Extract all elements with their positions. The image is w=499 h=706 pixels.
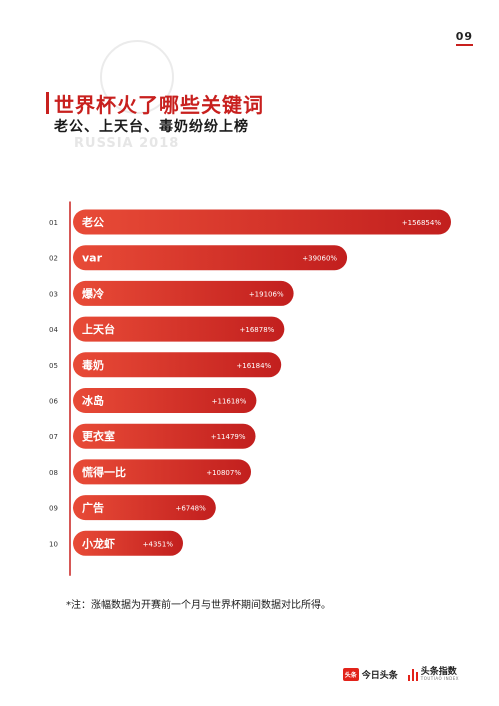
category-label: 广告: [82, 501, 104, 515]
value-label: +16878%: [240, 326, 275, 334]
footer-logos: 头条 今日头条 头条指数 TOUTIAO INDEX: [342, 667, 459, 681]
rank-label: 05: [49, 362, 58, 370]
rank-label: 09: [49, 505, 58, 513]
value-label: +4351%: [143, 540, 174, 548]
toutiao-logo-box: 头条: [342, 668, 359, 681]
watermark-text: RUSSIA 2018: [74, 136, 180, 151]
rank-label: 06: [49, 398, 58, 406]
bar: [73, 280, 294, 306]
toutiao-logo: 头条 今日头条: [342, 668, 398, 681]
bar: [73, 530, 183, 556]
page-subtitle: 老公、上天台、毒奶纷纷上榜: [54, 119, 249, 135]
rank-label: 04: [49, 326, 58, 334]
bar: [73, 209, 451, 235]
rank-label: 01: [49, 219, 58, 227]
bar: [73, 388, 257, 413]
value-label: +11618%: [212, 398, 247, 406]
bar: [73, 459, 252, 485]
value-label: +19106%: [249, 290, 284, 298]
bar: [73, 495, 216, 521]
toutiao-logo-text: 今日头条: [361, 671, 398, 681]
bar: [73, 423, 256, 449]
category-label: 慌得一比: [82, 465, 126, 479]
footnote: *注：涨幅数据为开赛前一个月与世界杯期间数据对比所得。: [66, 600, 331, 611]
rank-label: 08: [49, 469, 58, 477]
title-accent-bar: [46, 92, 49, 114]
value-label: +39060%: [302, 255, 337, 263]
bar: [73, 245, 348, 271]
bar-chart-icon: [407, 668, 418, 681]
value-label: +11479%: [211, 433, 246, 441]
category-label: 毒奶: [82, 358, 104, 372]
toutiao-index-text: 头条指数: [420, 667, 457, 677]
value-label: +156854%: [402, 219, 442, 227]
category-label: 爆冷: [82, 286, 104, 300]
rank-label: 02: [49, 255, 58, 263]
rank-label: 07: [49, 433, 58, 441]
category-label: 小龙虾: [81, 536, 115, 550]
toutiao-index-logo: 头条指数 TOUTIAO INDEX: [407, 667, 459, 681]
world-cup-emblem-watermark: [100, 40, 174, 114]
category-label: 更衣室: [82, 429, 115, 443]
value-label: +10807%: [206, 469, 241, 477]
value-label: +16184%: [236, 362, 271, 370]
bar: [73, 352, 282, 378]
page-number: 09: [455, 30, 473, 46]
rank-label: 03: [49, 290, 58, 298]
category-label: 老公: [81, 215, 104, 229]
toutiao-index-subtext: TOUTIAO INDEX: [420, 676, 459, 681]
rank-label: 10: [49, 540, 58, 548]
category-label: 上天台: [82, 322, 115, 336]
category-label: 冰岛: [82, 394, 104, 408]
value-label: +6748%: [175, 505, 206, 513]
bar: [73, 316, 285, 342]
page-title: 世界杯火了哪些关键词: [54, 93, 264, 117]
category-label: var: [82, 252, 103, 265]
